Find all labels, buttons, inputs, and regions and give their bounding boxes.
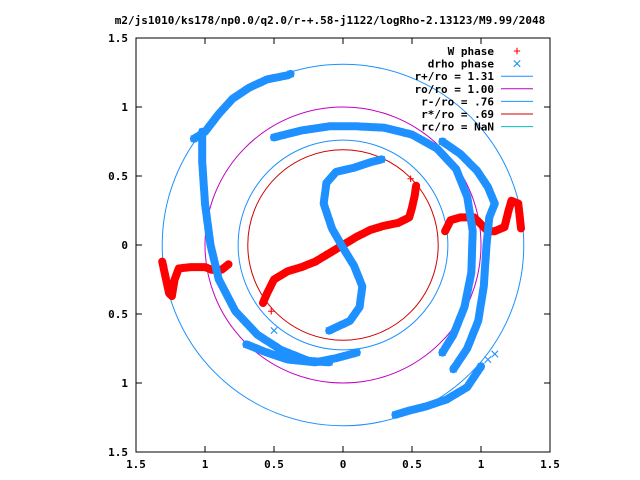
series-1-band-0 xyxy=(319,155,386,335)
data-point xyxy=(407,175,414,182)
data-point xyxy=(438,137,446,146)
data-point xyxy=(198,128,206,136)
reference-circle-3 xyxy=(247,149,439,341)
plot-area xyxy=(158,63,525,427)
data-point xyxy=(378,155,386,164)
legend-marker-swatch xyxy=(513,47,521,55)
series-1-band-4 xyxy=(270,122,477,357)
plus-marker-stroke xyxy=(412,182,420,189)
cross-marker-stroke xyxy=(286,70,295,78)
plus-marker-stroke xyxy=(441,228,449,235)
plus-marker-stroke xyxy=(517,225,525,232)
y-tick-label: 0 xyxy=(121,239,128,252)
cross-marker-stroke xyxy=(190,135,198,143)
data-point xyxy=(353,349,361,357)
data-point xyxy=(225,261,232,268)
cross-marker-stroke xyxy=(484,355,492,364)
data-point xyxy=(325,326,333,335)
legend-label: rc/ro = NaN xyxy=(421,121,494,134)
data-point xyxy=(477,362,485,371)
data-point xyxy=(242,340,250,348)
y-tick-label: 1 xyxy=(121,101,128,114)
data-point xyxy=(259,299,267,307)
x-tick-label: 1.5 xyxy=(540,458,560,471)
series-1-band-5 xyxy=(438,137,499,374)
series-1-band-1 xyxy=(190,69,295,143)
legend-label: r-/ro = .76 xyxy=(421,95,494,108)
x-tick-label: 1 xyxy=(202,458,209,471)
cross-marker-stroke xyxy=(438,137,446,146)
x-tick-label: 1.5 xyxy=(126,458,146,471)
data-point xyxy=(449,365,457,373)
series-0-band-2 xyxy=(441,196,525,236)
plus-marker-stroke xyxy=(159,258,166,265)
x-tick-label: 0 xyxy=(340,458,347,471)
data-point xyxy=(491,350,499,358)
cross-marker-stroke xyxy=(491,350,499,358)
cross-marker-stroke xyxy=(270,133,278,141)
data-point xyxy=(159,258,166,265)
data-point xyxy=(438,349,446,357)
data-point xyxy=(270,326,278,335)
data-point xyxy=(441,228,449,235)
cross-marker-stroke xyxy=(270,326,278,335)
cross-marker-stroke xyxy=(242,340,250,348)
plus-marker-stroke xyxy=(268,308,275,315)
data-point xyxy=(268,308,275,315)
data-point xyxy=(286,70,295,78)
series-1-band-3 xyxy=(242,340,361,367)
legend-label: r*/ro = .69 xyxy=(421,108,494,121)
cross-marker-stroke xyxy=(391,411,400,419)
data-point xyxy=(484,355,492,364)
axes: 1.5 1 0.5 0 0.5 1 1.51.510.500.511.5 xyxy=(108,32,560,471)
x-tick-label: 1 xyxy=(478,458,485,471)
plus-marker-stroke xyxy=(259,299,267,307)
series-1 xyxy=(190,69,499,419)
data-point xyxy=(412,182,420,189)
legend-label: ro/ro = 1.00 xyxy=(415,83,494,96)
x-tick-label: 0.5 xyxy=(264,458,284,471)
cross-marker-stroke xyxy=(325,326,333,335)
x-tick-label: 0.5 xyxy=(402,458,422,471)
cross-marker-stroke xyxy=(477,362,485,371)
plus-marker-stroke xyxy=(225,261,232,268)
data-point xyxy=(190,135,198,143)
legend-label: drho phase xyxy=(428,58,495,71)
chart-title: m2/js1010/ks178/np0.0/q2.0/r-+.58-j1122/… xyxy=(115,14,545,27)
data-point xyxy=(270,133,278,141)
legend-label: W phase xyxy=(448,45,495,58)
y-tick-label: 1 xyxy=(121,377,128,390)
cross-marker-stroke xyxy=(353,349,361,357)
cross-marker-stroke xyxy=(198,128,206,136)
reference-circle-1 xyxy=(204,106,482,384)
reference-circle-0 xyxy=(161,63,525,427)
data-point xyxy=(391,411,400,419)
cross-marker-stroke xyxy=(438,349,446,357)
y-tick-label: 0.5 xyxy=(108,170,128,183)
series-0-band-1 xyxy=(158,257,233,301)
data-point xyxy=(517,225,525,232)
y-tick-label: 1.5 xyxy=(108,446,128,459)
legend-label: r+/ro = 1.31 xyxy=(415,70,495,83)
series-1-band-2 xyxy=(198,127,334,367)
reference-circle-2 xyxy=(237,139,449,351)
series-1-band-6 xyxy=(391,362,485,419)
y-tick-label: 1.5 xyxy=(108,32,128,45)
legend-marker-swatch xyxy=(513,60,521,68)
plus-marker-stroke xyxy=(407,175,414,182)
cross-marker-stroke xyxy=(378,155,386,164)
y-tick-label: 0.5 xyxy=(108,308,128,321)
cross-marker-stroke xyxy=(449,365,457,373)
